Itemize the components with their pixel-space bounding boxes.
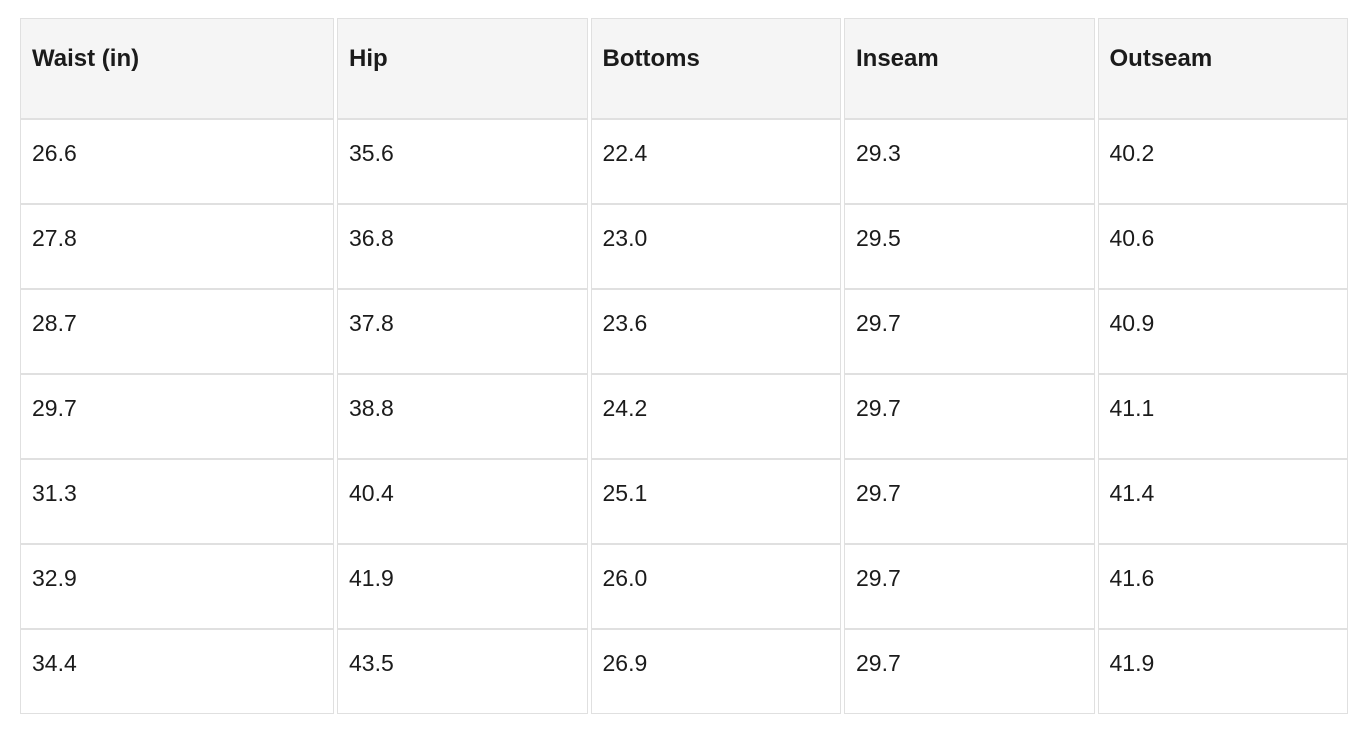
- table-row: 32.9 41.9 26.0 29.7 41.6: [20, 544, 1348, 629]
- table-cell: 43.5: [337, 629, 588, 714]
- table-cell: 29.7: [844, 289, 1095, 374]
- column-header: Hip: [337, 18, 588, 119]
- table-cell: 29.3: [844, 119, 1095, 204]
- table-row: 26.6 35.6 22.4 29.3 40.2: [20, 119, 1348, 204]
- table-cell: 27.8: [20, 204, 334, 289]
- table-cell: 29.5: [844, 204, 1095, 289]
- table-cell: 37.8: [337, 289, 588, 374]
- table-header: Waist (in) Hip Bottoms Inseam Outseam: [20, 18, 1348, 119]
- table-cell: 29.7: [844, 544, 1095, 629]
- table-cell: 29.7: [844, 374, 1095, 459]
- table-row: 31.3 40.4 25.1 29.7 41.4: [20, 459, 1348, 544]
- table-cell: 34.4: [20, 629, 334, 714]
- table-cell: 40.2: [1097, 119, 1348, 204]
- table-cell: 41.9: [1097, 629, 1348, 714]
- table-cell: 29.7: [844, 629, 1095, 714]
- table-cell: 25.1: [590, 459, 841, 544]
- table-cell: 41.6: [1097, 544, 1348, 629]
- table-cell: 22.4: [590, 119, 841, 204]
- table-row: 29.7 38.8 24.2 29.7 41.1: [20, 374, 1348, 459]
- table-cell: 26.9: [590, 629, 841, 714]
- table-cell: 23.0: [590, 204, 841, 289]
- column-header: Bottoms: [590, 18, 841, 119]
- column-header: Outseam: [1097, 18, 1348, 119]
- table-cell: 29.7: [20, 374, 334, 459]
- table-cell: 29.7: [844, 459, 1095, 544]
- table-row: 28.7 37.8 23.6 29.7 40.9: [20, 289, 1348, 374]
- size-chart-table: Waist (in) Hip Bottoms Inseam Outseam 26.6 35…: [17, 18, 1351, 714]
- table-cell: 40.4: [337, 459, 588, 544]
- table-cell: 23.6: [590, 289, 841, 374]
- table-cell: 41.1: [1097, 374, 1348, 459]
- table-cell: 40.9: [1097, 289, 1348, 374]
- column-header: Inseam: [844, 18, 1095, 119]
- table-cell: 26.6: [20, 119, 334, 204]
- table-cell: 26.0: [590, 544, 841, 629]
- table-cell: 40.6: [1097, 204, 1348, 289]
- table-cell: 32.9: [20, 544, 334, 629]
- table-cell: 24.2: [590, 374, 841, 459]
- table-cell: 41.9: [337, 544, 588, 629]
- table-cell: 38.8: [337, 374, 588, 459]
- table-header-row: Waist (in) Hip Bottoms Inseam Outseam: [20, 18, 1348, 119]
- table-cell: 31.3: [20, 459, 334, 544]
- table-body: 26.6 35.6 22.4 29.3 40.2 27.8 36.8 23.0 29.5 40.6…: [20, 119, 1348, 714]
- table-cell: 41.4: [1097, 459, 1348, 544]
- table-cell: 28.7: [20, 289, 334, 374]
- table-row: 34.4 43.5 26.9 29.7 41.9: [20, 629, 1348, 714]
- table-cell: 36.8: [337, 204, 588, 289]
- column-header: Waist (in): [20, 18, 334, 119]
- table-cell: 35.6: [337, 119, 588, 204]
- table-row: 27.8 36.8 23.0 29.5 40.6: [20, 204, 1348, 289]
